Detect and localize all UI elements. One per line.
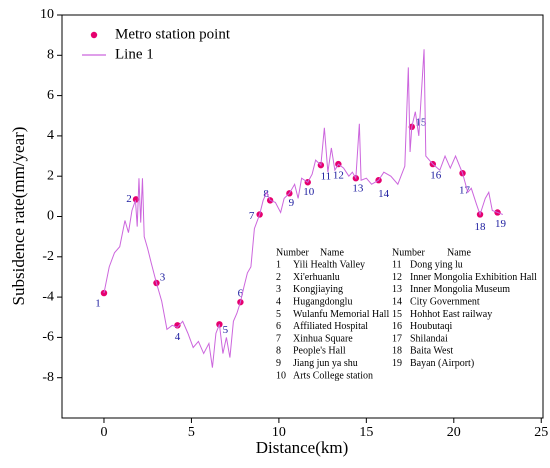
table-header: Name [447,247,471,258]
table-name: Houbutaqi [410,321,452,332]
table-number: 16 [392,321,402,332]
table-number: 17 [392,333,402,344]
x-tick-label: 0 [100,425,107,440]
y-tick-label: 2 [47,168,54,183]
table-number: 8 [276,346,281,357]
x-tick-label: 20 [447,425,461,440]
y-tick-label: 10 [40,7,54,22]
table-name: Arts College station [293,370,373,381]
table-name: People's Hall [293,346,346,357]
legend-label: Line 1 [115,46,154,62]
y-tick-label: 6 [47,88,54,103]
point-label: 12 [333,170,344,182]
table-name: Baita West [410,346,453,357]
y-tick-label: 8 [47,48,54,63]
point-label: 10 [303,186,315,198]
table-name: Wulanfu Memorial Hall [293,309,389,320]
point-label: 5 [223,324,229,336]
table-number: 19 [392,358,402,369]
table-number: 9 [276,358,281,369]
x-tick-label: 5 [188,425,195,440]
x-tick-label: 15 [359,425,373,440]
table-number: 6 [276,321,281,332]
legend-label: Metro station point [115,26,231,42]
point-label: 3 [160,272,166,284]
table-number: 10 [276,370,286,381]
point-label: 9 [289,197,295,209]
table-header: Number [276,247,309,258]
y-tick-label: 4 [47,128,54,143]
table-name: Dong ying lu [410,260,463,271]
table-name: Jiang jun ya shu [293,358,358,369]
legend-marker [90,31,98,39]
table-name: Yili Health Valley [293,260,365,271]
table-name: Bayan (Airport) [410,358,474,369]
station-point [132,196,140,203]
table-number: 18 [392,346,402,357]
y-tick-label: -4 [42,289,54,304]
table-name: Hugangdonglu [293,296,352,307]
table-header: Number [392,247,425,258]
y-tick-label: -8 [42,370,54,385]
table-number: 3 [276,284,281,295]
x-axis-label: Distance(km) [256,438,349,457]
point-label: 19 [495,218,507,230]
point-label: 17 [459,185,471,197]
table-name: Hohhot East railway [410,309,492,320]
table-number: 5 [276,309,281,320]
point-label: 2 [126,193,132,205]
point-label: 14 [378,188,390,200]
table-number: 7 [276,333,281,344]
table-number: 13 [392,284,402,295]
table-name: Xinhua Square [293,333,353,344]
point-label: 7 [249,210,255,222]
table-number: 11 [392,260,402,271]
table-name: City Government [410,296,480,307]
table-name: Shilandai [410,333,448,344]
table-name: Inner Mongolia Exhibition Hall [410,272,537,283]
y-tick-label: -2 [42,249,54,264]
table-number: 12 [392,272,402,283]
point-label: 13 [352,183,364,195]
point-label: 6 [238,288,244,300]
y-tick-label: -6 [42,330,54,345]
table-name: Kongjiaying [293,284,343,295]
point-label: 18 [475,221,487,233]
point-label: 1 [95,298,101,310]
table-number: 15 [392,309,402,320]
table-header: Name [320,247,344,258]
x-tick-label: 10 [272,425,286,440]
point-label: 15 [415,116,427,128]
table-name: Inner Mongolia Museum [410,284,510,295]
point-label: 11 [321,171,332,183]
table-name: Xi'erhuanlu [293,272,340,283]
point-label: 4 [175,331,181,343]
y-tick-label: 0 [47,209,54,224]
table-number: 2 [276,272,281,283]
table-number: 14 [392,296,402,307]
y-axis-label: Subsidence rate(mm/year) [9,127,28,306]
table-number: 1 [276,260,281,271]
x-tick-label: 25 [534,425,548,440]
data-line [103,49,503,368]
point-label: 16 [430,170,442,182]
table-number: 4 [276,296,281,307]
table-name: Affiliated Hospital [293,321,368,332]
